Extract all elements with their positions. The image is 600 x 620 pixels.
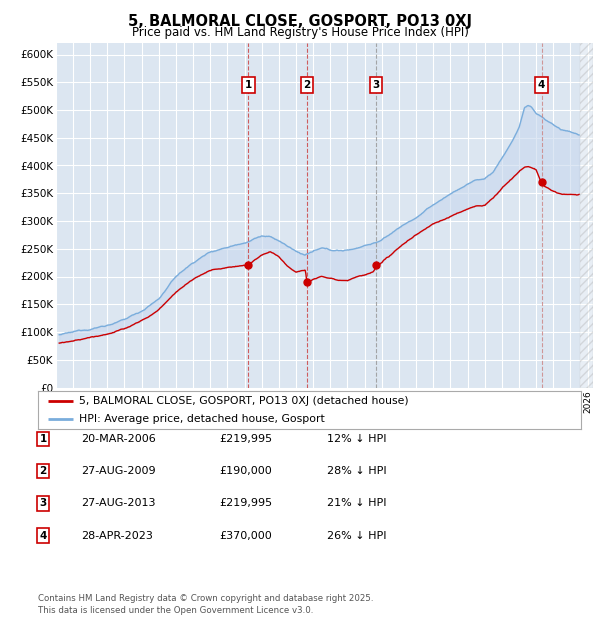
Text: 5, BALMORAL CLOSE, GOSPORT, PO13 0XJ: 5, BALMORAL CLOSE, GOSPORT, PO13 0XJ [128, 14, 472, 29]
Text: HPI: Average price, detached house, Gosport: HPI: Average price, detached house, Gosp… [79, 414, 324, 423]
Text: 1: 1 [245, 80, 252, 90]
Text: 26% ↓ HPI: 26% ↓ HPI [327, 531, 386, 541]
Text: £219,995: £219,995 [219, 498, 272, 508]
Text: £219,995: £219,995 [219, 434, 272, 444]
Text: 12% ↓ HPI: 12% ↓ HPI [327, 434, 386, 444]
Text: 4: 4 [40, 531, 47, 541]
Text: 2: 2 [40, 466, 47, 476]
Text: Contains HM Land Registry data © Crown copyright and database right 2025.
This d: Contains HM Land Registry data © Crown c… [38, 594, 373, 615]
Text: 1: 1 [40, 434, 47, 444]
Text: 28% ↓ HPI: 28% ↓ HPI [327, 466, 386, 476]
Text: 3: 3 [40, 498, 47, 508]
Text: 27-AUG-2009: 27-AUG-2009 [81, 466, 155, 476]
Text: Price paid vs. HM Land Registry's House Price Index (HPI): Price paid vs. HM Land Registry's House … [131, 26, 469, 39]
Text: 21% ↓ HPI: 21% ↓ HPI [327, 498, 386, 508]
Text: £370,000: £370,000 [219, 531, 272, 541]
Text: 4: 4 [538, 80, 545, 90]
Text: 28-APR-2023: 28-APR-2023 [81, 531, 153, 541]
Text: 5, BALMORAL CLOSE, GOSPORT, PO13 0XJ (detached house): 5, BALMORAL CLOSE, GOSPORT, PO13 0XJ (de… [79, 396, 408, 406]
Text: 20-MAR-2006: 20-MAR-2006 [81, 434, 156, 444]
Text: 3: 3 [372, 80, 379, 90]
Text: £190,000: £190,000 [219, 466, 272, 476]
Text: 27-AUG-2013: 27-AUG-2013 [81, 498, 155, 508]
Text: 2: 2 [304, 80, 311, 90]
